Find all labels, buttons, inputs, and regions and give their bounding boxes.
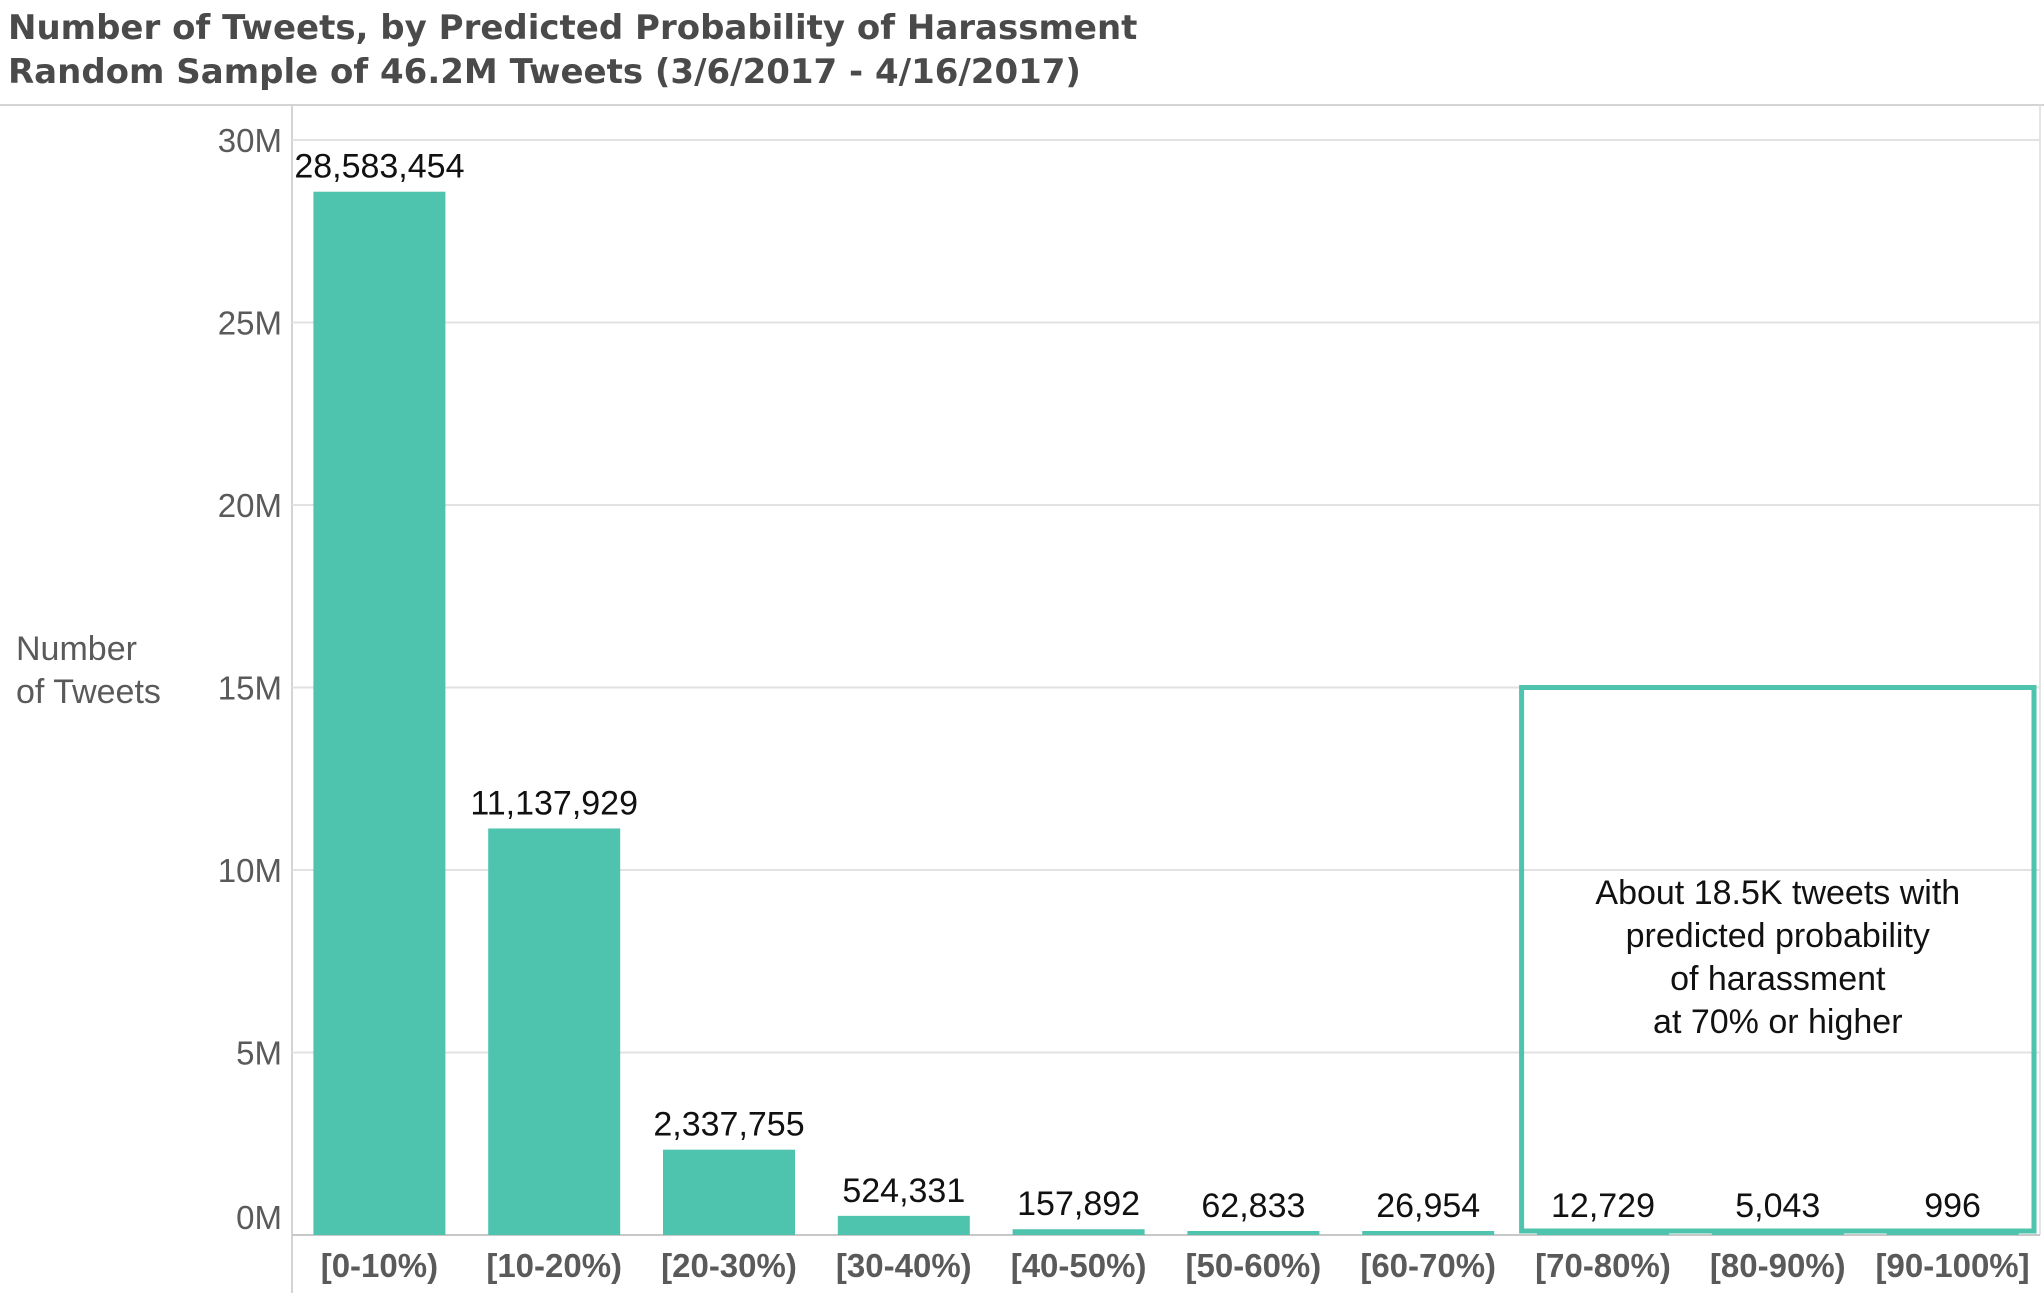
x-tick-label: [10-20%) bbox=[486, 1247, 622, 1284]
annotation-text: predicted probability bbox=[1626, 917, 1930, 955]
x-tick-label: [30-40%) bbox=[836, 1247, 972, 1284]
y-tick-label: 15M bbox=[218, 670, 282, 707]
bar bbox=[1187, 1231, 1320, 1235]
bar bbox=[488, 828, 621, 1235]
x-tick-label: [40-50%) bbox=[1011, 1247, 1147, 1284]
bar bbox=[837, 1215, 970, 1235]
x-tick-label: [80-90%) bbox=[1710, 1247, 1846, 1284]
data-label: 996 bbox=[1924, 1187, 1981, 1225]
bar bbox=[1362, 1231, 1495, 1235]
annotation-text: About 18.5K tweets with bbox=[1595, 874, 1960, 912]
bar bbox=[1012, 1229, 1145, 1235]
data-label: 26,954 bbox=[1376, 1187, 1480, 1225]
data-label: 11,137,929 bbox=[470, 784, 638, 822]
y-tick-label: 0M bbox=[236, 1199, 282, 1236]
x-tick-label: [90-100%] bbox=[1876, 1247, 2030, 1284]
annotation-text: of harassment bbox=[1670, 960, 1886, 998]
y-axis-title: Number bbox=[16, 630, 137, 668]
data-label: 28,583,454 bbox=[294, 148, 464, 186]
data-label: 62,833 bbox=[1201, 1187, 1305, 1225]
data-label: 12,729 bbox=[1551, 1187, 1655, 1225]
chart-title: Number of Tweets, by Predicted Probabili… bbox=[8, 8, 1138, 48]
x-tick-label: [60-70%) bbox=[1360, 1247, 1496, 1284]
chart-subtitle: Random Sample of 46.2M Tweets (3/6/2017 … bbox=[8, 52, 1081, 92]
data-label: 2,337,755 bbox=[653, 1106, 804, 1144]
annotation-text: at 70% or higher bbox=[1653, 1003, 1903, 1041]
y-tick-label: 10M bbox=[218, 852, 282, 889]
y-tick-label: 25M bbox=[218, 305, 282, 342]
x-tick-label: [70-80%) bbox=[1535, 1247, 1671, 1284]
y-tick-label: 20M bbox=[218, 487, 282, 524]
bar bbox=[663, 1149, 795, 1235]
data-label: 157,892 bbox=[1017, 1185, 1140, 1223]
x-tick-label: [0-10%) bbox=[321, 1247, 438, 1284]
data-label: 524,331 bbox=[842, 1172, 965, 1210]
x-tick-label: [50-60%) bbox=[1186, 1247, 1322, 1284]
bar bbox=[313, 191, 446, 1235]
y-tick-label: 5M bbox=[236, 1035, 282, 1072]
y-axis-title: of Tweets bbox=[16, 673, 161, 711]
chart-title-block: Number of Tweets, by Predicted Probabili… bbox=[8, 6, 1137, 94]
annotation-box bbox=[1519, 685, 2037, 1234]
y-tick-label: 30M bbox=[218, 122, 282, 159]
data-label: 5,043 bbox=[1735, 1187, 1820, 1225]
x-tick-label: [20-30%) bbox=[661, 1247, 797, 1284]
